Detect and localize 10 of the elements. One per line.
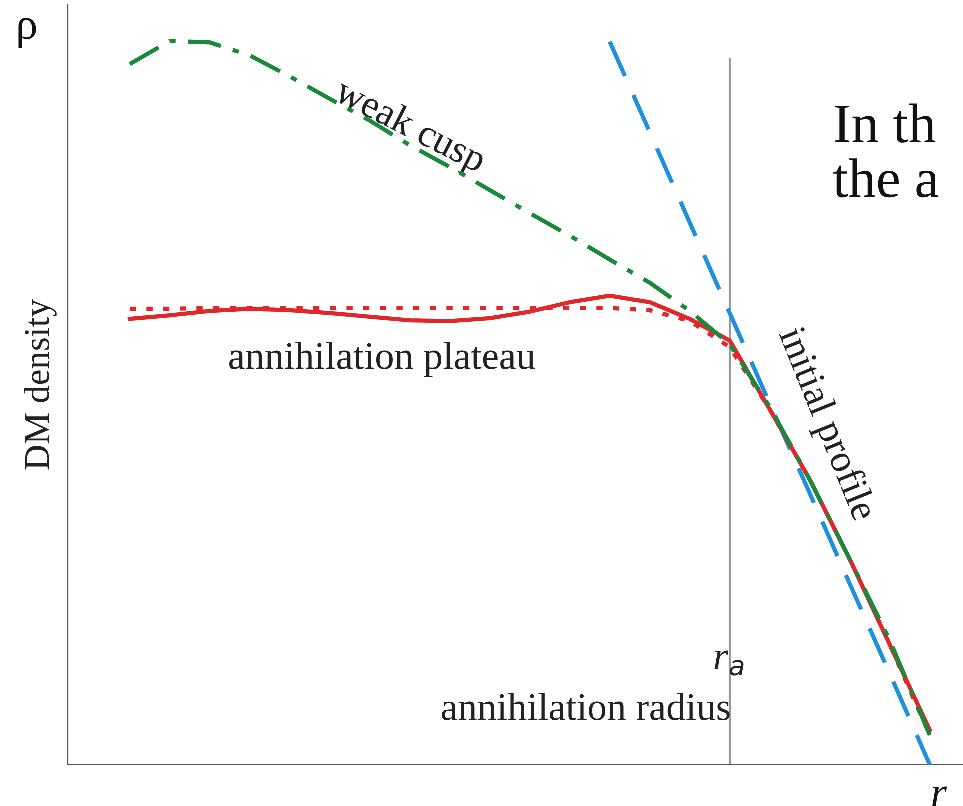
text: initial profile: [772, 324, 880, 525]
annotation: the a: [834, 158, 939, 198]
text: r: [932, 786, 948, 806]
annotation: annihilation radius: [442, 693, 730, 720]
annotation: r$_{a}$: [714, 650, 744, 676]
text: ρ: [18, 18, 36, 48]
y-axis-title: DM density: [24, 299, 57, 470]
annotation: In th: [835, 104, 936, 143]
text: weak cusp: [329, 75, 490, 180]
series-label: annihilation plateau: [229, 342, 536, 378]
